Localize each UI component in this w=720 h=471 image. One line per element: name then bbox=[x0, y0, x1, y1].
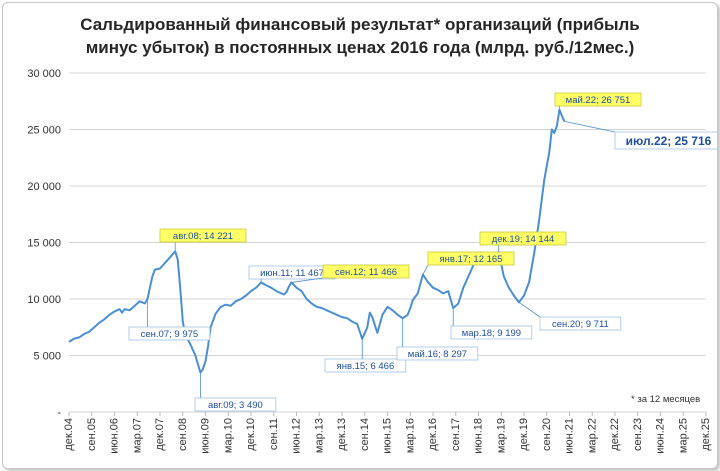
annotation-box bbox=[450, 325, 533, 340]
y-tick-label: 20 000 bbox=[27, 181, 61, 193]
annotation-box bbox=[322, 264, 410, 279]
x-tick-label: дек.25 bbox=[700, 418, 712, 451]
x-tick-label: мар.07 bbox=[131, 418, 143, 453]
annotation-label: июл.22; 25 716 bbox=[626, 134, 712, 148]
annotation-leader bbox=[291, 277, 324, 283]
annotation-box bbox=[396, 346, 479, 361]
x-tick-label: дек.19 bbox=[518, 418, 530, 451]
y-tick-label: - bbox=[57, 407, 61, 419]
x-tick-label: мар.22 bbox=[586, 418, 598, 453]
annotation-label: авг.08; 14 221 bbox=[173, 231, 233, 242]
annotation-box bbox=[554, 92, 642, 107]
annotation-label: сен.07; 9 975 bbox=[141, 329, 199, 340]
annotation-label: авг.09; 3 490 bbox=[208, 400, 263, 411]
x-tick-label: июн.12 bbox=[291, 418, 303, 454]
x-tick-label: сен.14 bbox=[359, 418, 371, 451]
x-tick-label: сен.20 bbox=[541, 418, 553, 451]
y-tick-label: 5 000 bbox=[33, 351, 61, 363]
x-tick-label: мар.13 bbox=[313, 418, 325, 453]
annotation-leader bbox=[422, 264, 429, 275]
annotation-box bbox=[324, 358, 407, 373]
y-tick-label: 30 000 bbox=[27, 68, 61, 80]
chart-title: Сальдированный финансовый результат* орг… bbox=[3, 13, 717, 59]
annotation-box bbox=[479, 231, 567, 246]
x-tick-label: июн.21 bbox=[564, 418, 576, 454]
x-tick-label: мар.25 bbox=[677, 418, 689, 453]
x-tick-label: июн.24 bbox=[655, 418, 667, 454]
x-tick-label: июн.06 bbox=[109, 418, 121, 454]
annotation-leader bbox=[518, 301, 541, 318]
x-tick-label: сен.08 bbox=[177, 418, 189, 451]
annotation-label: мар.18; 9 199 bbox=[462, 328, 521, 339]
x-tick-label: мар.16 bbox=[404, 418, 416, 453]
x-tick-label: июн.09 bbox=[200, 418, 212, 454]
annotation-label: сен.20; 9 711 bbox=[552, 319, 609, 330]
annotation-box bbox=[614, 131, 717, 150]
x-tick-label: сен.23 bbox=[632, 418, 644, 451]
annotation-leader bbox=[564, 121, 616, 133]
chart-title-line-2: минус убыток) в постоянных ценах 2016 го… bbox=[85, 38, 635, 57]
footnote: * за 12 месяцев bbox=[631, 394, 700, 405]
chart-title-line-1: Сальдированный финансовый результат* орг… bbox=[80, 15, 640, 34]
annotation-box bbox=[539, 316, 622, 331]
y-tick-label: 10 000 bbox=[27, 294, 61, 306]
x-tick-label: июн.18 bbox=[473, 418, 485, 454]
x-tick-label: июн.15 bbox=[382, 418, 394, 454]
annotation-box bbox=[427, 251, 515, 266]
x-tick-label: сен.17 bbox=[450, 418, 462, 451]
annotation-label: сен.12; 11 466 bbox=[335, 267, 397, 278]
x-tick-label: дек.13 bbox=[336, 418, 348, 451]
annotation-label: янв.15; 6 466 bbox=[337, 361, 395, 372]
annotation-label: янв.17; 12 165 bbox=[440, 254, 503, 265]
x-tick-label: дек.10 bbox=[245, 418, 257, 451]
annotation-label: май.16; 8 297 bbox=[408, 349, 467, 360]
x-tick-label: дек.07 bbox=[154, 418, 166, 451]
y-tick-label: 25 000 bbox=[27, 125, 61, 137]
annotation-box bbox=[194, 397, 277, 412]
annotation-label: дек.19; 14 144 bbox=[492, 234, 555, 245]
x-tick-label: дек.22 bbox=[609, 418, 621, 451]
x-tick-label: дек.04 bbox=[63, 418, 75, 451]
x-tick-label: дек.16 bbox=[427, 418, 439, 451]
x-tick-label: мар.19 bbox=[495, 418, 507, 453]
annotation-label: июн.11; 11 467 bbox=[260, 268, 324, 279]
x-tick-label: сен.11 bbox=[268, 418, 280, 450]
x-tick-label: мар.10 bbox=[222, 418, 234, 453]
annotation-box bbox=[159, 228, 247, 243]
y-tick-label: 15 000 bbox=[27, 238, 61, 250]
chart-plot: - 5 000 10 000 15 000 20 000 25 000 30 000 дек.… bbox=[27, 68, 717, 454]
annotation-label: май.22; 26 751 bbox=[566, 95, 631, 106]
annotation-box bbox=[128, 326, 211, 341]
x-tick-label: сен.05 bbox=[86, 418, 98, 451]
